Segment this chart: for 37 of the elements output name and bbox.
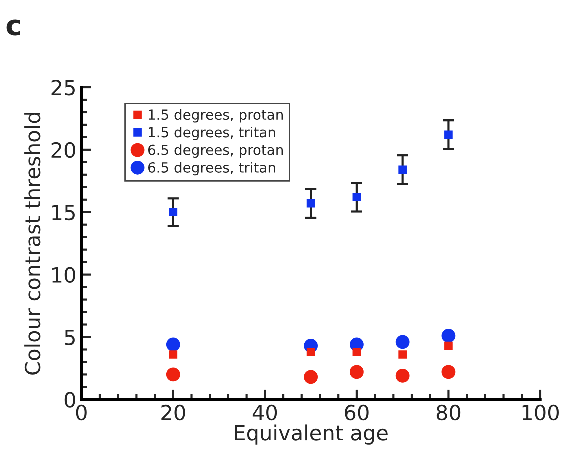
point	[398, 166, 407, 174]
y-axis-title: Colour contrast threshold	[24, 113, 41, 375]
x-tick-label: 20	[162, 404, 186, 421]
point	[304, 370, 318, 384]
y-tick-label: 20	[52, 142, 76, 158]
x-tick-label: 0	[76, 404, 87, 421]
x-tick-label: 60	[345, 404, 369, 421]
x-tick-label: 80	[436, 404, 461, 421]
legend-label: 1.5 degrees, tritan	[149, 126, 276, 140]
y-tick-label: 0	[64, 392, 76, 408]
legend-label: 6.5 degrees, tritan	[148, 162, 276, 176]
y-tick-label: 25	[52, 80, 75, 96]
y-tick-label: 10	[52, 267, 76, 284]
point	[396, 335, 410, 350]
legend-label: 1.5 degrees, protan	[149, 109, 284, 123]
point	[350, 365, 364, 380]
point	[306, 348, 316, 356]
x-tick-label: 40	[252, 404, 278, 421]
y-tick-label: 5	[65, 330, 75, 346]
legend-label: 6.5 degrees, protan	[148, 144, 284, 158]
y-tick-label: 15	[52, 205, 75, 221]
point	[352, 193, 362, 202]
x-tick-label: 100	[522, 404, 559, 421]
x-axis-title: Equivalent age	[235, 424, 388, 445]
point	[442, 365, 456, 380]
point	[166, 368, 180, 382]
point	[444, 342, 453, 350]
point	[352, 348, 362, 356]
point	[169, 350, 178, 359]
point	[306, 199, 316, 208]
point	[444, 130, 453, 140]
text: c	[6, 20, 20, 36]
point	[166, 338, 180, 352]
point	[396, 369, 410, 383]
point	[169, 208, 178, 217]
point	[398, 350, 407, 359]
point	[442, 329, 456, 343]
